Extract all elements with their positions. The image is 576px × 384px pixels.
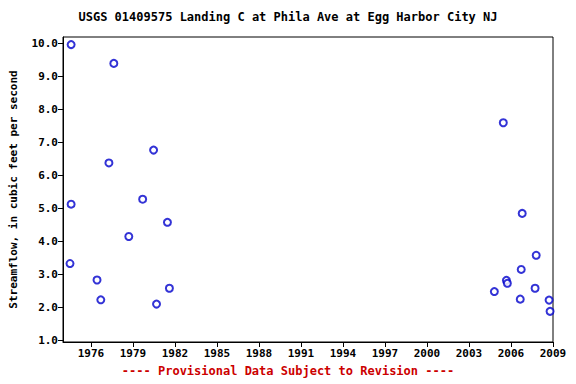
svg-text:Streamflow, in cubic feet per: Streamflow, in cubic feet per second (7, 70, 20, 308)
svg-text:---- Provisional Data Subject: ---- Provisional Data Subject to Revisio… (122, 364, 454, 378)
svg-text:2000: 2000 (414, 347, 441, 360)
svg-text:1988: 1988 (246, 347, 273, 360)
svg-text:4.0: 4.0 (38, 235, 58, 248)
svg-text:USGS 01409575 Landing C at Phi: USGS 01409575 Landing C at Phila Ave at … (78, 10, 497, 24)
svg-text:7.0: 7.0 (38, 136, 58, 149)
svg-text:2.0: 2.0 (38, 301, 58, 314)
svg-text:8.0: 8.0 (38, 103, 58, 116)
svg-text:1.0: 1.0 (38, 334, 58, 347)
svg-text:1979: 1979 (120, 347, 147, 360)
svg-text:2009: 2009 (540, 347, 567, 360)
svg-text:1976: 1976 (78, 347, 105, 360)
svg-text:2006: 2006 (498, 347, 525, 360)
svg-text:6.0: 6.0 (38, 169, 58, 182)
svg-text:3.0: 3.0 (38, 268, 58, 281)
svg-text:2003: 2003 (456, 347, 483, 360)
svg-text:10.0: 10.0 (32, 37, 59, 50)
svg-text:5.0: 5.0 (38, 202, 58, 215)
svg-text:1994: 1994 (330, 347, 357, 360)
svg-text:1982: 1982 (162, 347, 189, 360)
svg-text:1991: 1991 (288, 347, 315, 360)
svg-text:1997: 1997 (372, 347, 399, 360)
svg-text:9.0: 9.0 (38, 70, 58, 83)
svg-text:1985: 1985 (204, 347, 231, 360)
